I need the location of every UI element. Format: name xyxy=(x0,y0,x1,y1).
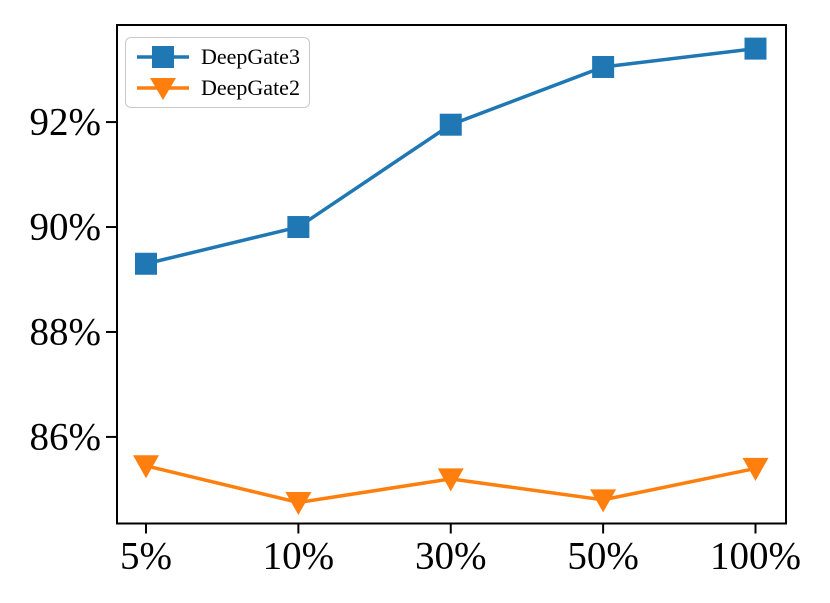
x-tick-label: 100% xyxy=(710,535,801,578)
data-point-triangle xyxy=(133,455,159,479)
data-point-triangle xyxy=(742,457,769,481)
legend-label: DeepGate2 xyxy=(201,75,300,101)
x-tick-label: 30% xyxy=(415,535,487,578)
x-tick-label: 10% xyxy=(263,535,335,578)
legend-item-deepgate2: DeepGate2 xyxy=(137,73,303,103)
data-point-triangle xyxy=(590,489,617,513)
data-point-square xyxy=(135,252,157,275)
legend: DeepGate3 DeepGate2 xyxy=(125,37,310,108)
y-tick-label: 88% xyxy=(30,310,102,353)
legend-square-marker-icon xyxy=(137,45,189,68)
x-tick-label: 5% xyxy=(120,535,172,578)
y-tick-label: 86% xyxy=(30,415,102,458)
data-point-square xyxy=(592,55,615,78)
data-point-square xyxy=(287,216,310,239)
x-tick-label: 50% xyxy=(567,535,639,578)
y-tick-label: 92% xyxy=(30,101,102,144)
data-point-triangle xyxy=(437,468,464,492)
legend-triangle-marker-icon xyxy=(137,78,189,101)
data-point-square xyxy=(439,113,462,136)
legend-item-deepgate3: DeepGate3 xyxy=(137,42,303,72)
data-point-triangle xyxy=(285,492,312,516)
legend-label: DeepGate3 xyxy=(201,43,300,69)
data-point-square xyxy=(744,37,767,60)
y-tick-label: 90% xyxy=(30,206,102,249)
